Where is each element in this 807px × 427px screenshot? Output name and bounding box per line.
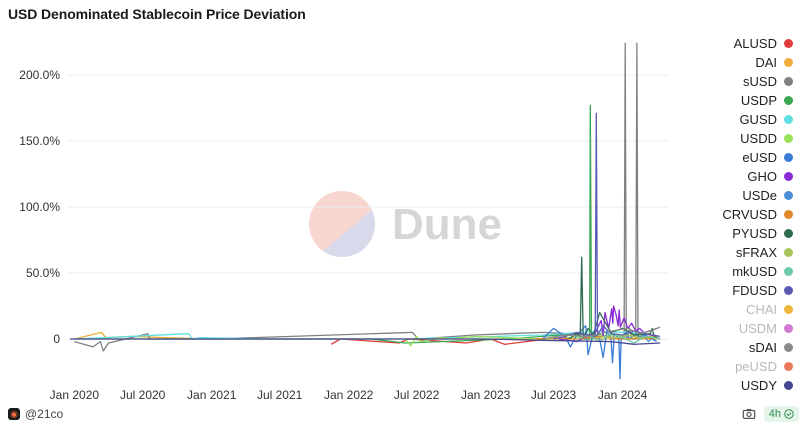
legend-item-peusd[interactable]: peUSD	[683, 357, 793, 376]
y-tick-label: 50.0%	[26, 266, 60, 280]
legend-item-sdai[interactable]: sDAI	[683, 338, 793, 357]
y-tick-label: 100.0%	[19, 200, 60, 214]
series-line-sdai	[542, 326, 661, 340]
legend-item-crvusd[interactable]: CRVUSD	[683, 205, 793, 224]
legend-item-chai[interactable]: CHAI	[683, 300, 793, 319]
refresh-badge[interactable]: 4h	[763, 406, 799, 422]
legend-item-fdusd[interactable]: FDUSD	[683, 281, 793, 300]
legend-label: eUSD	[742, 150, 777, 165]
series-line-pyusd	[568, 256, 661, 340]
x-tick-label: Jan 2021	[187, 388, 237, 402]
legend-label: mkUSD	[732, 264, 777, 279]
legend-dot	[784, 134, 793, 143]
legend-dot	[784, 362, 793, 371]
legend-item-susd[interactable]: sUSD	[683, 72, 793, 91]
series-line-alusd	[330, 338, 548, 345]
legend-dot	[784, 267, 793, 276]
legend-label: USDM	[738, 321, 777, 336]
refresh-interval: 4h	[768, 408, 781, 420]
legend-label: sUSD	[743, 74, 777, 89]
legend-dot	[784, 305, 793, 314]
legend-label: USDD	[740, 131, 777, 146]
legend-dot	[784, 153, 793, 162]
legend-label: GUSD	[739, 112, 777, 127]
series-line-fdusd	[553, 112, 661, 340]
series-line-usdy	[69, 338, 661, 345]
legend-label: CHAI	[745, 302, 777, 317]
series-line-gho	[558, 305, 657, 343]
y-tick-label: 150.0%	[19, 134, 60, 148]
legend-dot	[784, 248, 793, 257]
legend-dot	[784, 191, 793, 200]
legend-label: USDP	[740, 93, 777, 108]
legend-label: USDe	[742, 188, 777, 203]
legend-item-eusd[interactable]: eUSD	[683, 148, 793, 167]
legend-label: peUSD	[735, 359, 777, 374]
legend-dot	[784, 172, 793, 181]
legend-item-sfrax[interactable]: sFRAX	[683, 243, 793, 262]
footer-author[interactable]: ◉ @21co	[8, 407, 63, 421]
legend-item-usdp[interactable]: USDP	[683, 91, 793, 110]
legend-label: sDAI	[748, 340, 777, 355]
series-line-susd	[74, 42, 657, 352]
x-tick-label: Jan 2024	[598, 388, 648, 402]
legend-label: FDUSD	[732, 283, 777, 298]
x-tick-label: Jul 2023	[531, 388, 577, 402]
check-circle-icon	[784, 409, 794, 419]
legend-label: GHO	[747, 169, 777, 184]
legend-item-dai[interactable]: DAI	[683, 53, 793, 72]
legend-dot	[784, 115, 793, 124]
legend-item-usde[interactable]: USDe	[683, 186, 793, 205]
legend-label: PYUSD	[732, 226, 777, 241]
x-tick-label: Jul 2020	[120, 388, 166, 402]
legend-dot	[784, 210, 793, 219]
dune-badge-icon: ◉	[8, 408, 20, 420]
dune-watermark: Dune	[309, 191, 502, 257]
legend-item-mkusd[interactable]: mkUSD	[683, 262, 793, 281]
legend-label: DAI	[755, 55, 777, 70]
y-tick-label: 0	[53, 332, 60, 346]
x-tick-label: Jan 2022	[324, 388, 374, 402]
legend-item-usdd[interactable]: USDD	[683, 129, 793, 148]
legend-dot	[784, 39, 793, 48]
legend-dot	[784, 381, 793, 390]
legend-dot	[784, 58, 793, 67]
chart-title: USD Denominated Stablecoin Price Deviati…	[8, 6, 306, 22]
legend-dot	[784, 229, 793, 238]
x-tick-label: Jul 2021	[257, 388, 303, 402]
footer-actions: 4h	[742, 406, 799, 422]
series-line-crvusd	[535, 335, 661, 340]
chart-legend: ALUSD DAI sUSD USDP GUSD USDD eUSD GHO USDe CRVUS…	[683, 34, 793, 395]
legend-dot	[784, 77, 793, 86]
legend-item-pyusd[interactable]: PYUSD	[683, 224, 793, 243]
legend-label: USDY	[740, 378, 777, 393]
y-tick-label: 200.0%	[19, 68, 60, 82]
legend-item-usdy[interactable]: USDY	[683, 376, 793, 395]
x-tick-label: Jul 2022	[394, 388, 440, 402]
series-line-sfrax	[593, 334, 661, 340]
legend-label: ALUSD	[733, 36, 777, 51]
camera-icon[interactable]	[742, 407, 756, 421]
legend-item-gho[interactable]: GHO	[683, 167, 793, 186]
legend-item-alusd[interactable]: ALUSD	[683, 34, 793, 53]
x-tick-label: Jan 2023	[461, 388, 511, 402]
legend-label: sFRAX	[735, 245, 777, 260]
legend-dot	[784, 286, 793, 295]
legend-dot	[784, 324, 793, 333]
legend-dot	[784, 96, 793, 105]
legend-item-gusd[interactable]: GUSD	[683, 110, 793, 129]
author-handle: @21co	[25, 407, 64, 421]
legend-dot	[784, 343, 793, 352]
legend-label: CRVUSD	[722, 207, 777, 222]
dune-watermark-text: Dune	[392, 200, 502, 249]
legend-item-usdm[interactable]: USDM	[683, 319, 793, 338]
x-tick-label: Jan 2020	[50, 388, 100, 402]
